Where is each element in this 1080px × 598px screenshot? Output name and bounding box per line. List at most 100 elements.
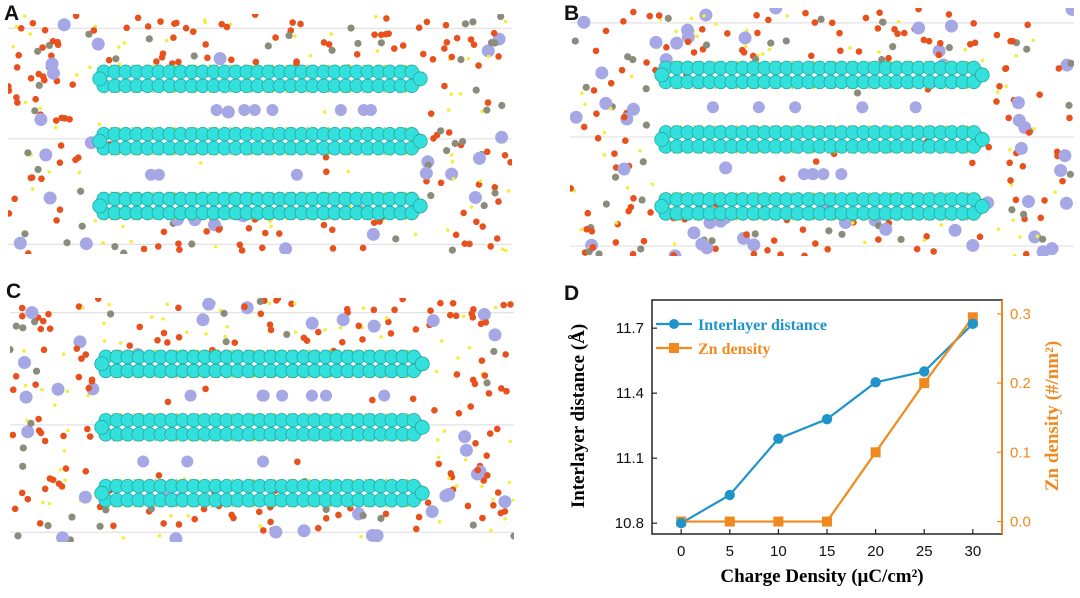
hydrogen-atom [361,306,366,310]
intercalated-zinc-ion [378,389,391,402]
oxygen-atom [38,175,45,183]
oxygen-atom [765,16,772,24]
oxygen-atom [647,209,654,216]
oxygen-atom [155,472,163,479]
hydrogen-atom [702,14,706,18]
oxygen-atom [461,240,469,247]
sulfur-atom [31,107,39,115]
intercalated-zinc-ion [256,455,269,468]
x-tick-label: 5 [726,543,734,560]
zinc-ion [79,237,93,251]
hydrogen-atom [81,306,85,310]
oxygen-atom [160,329,168,337]
panel-a-simulation [8,14,512,254]
oxygen-atom [1012,196,1020,204]
sulfur-atom [451,139,459,148]
oxygen-atom [343,305,351,313]
zinc-ion [17,355,31,369]
oxygen-atom [175,521,183,528]
oxygen-atom [495,198,502,205]
y2-axis-label: Zn density (#/nm²) [1042,341,1063,491]
intercalated-zinc-ion [305,389,318,402]
oxygen-atom [1007,177,1014,184]
hydrogen-atom [118,341,123,345]
hydrogen-atom [225,324,229,329]
layer-atom [92,198,108,214]
hydrogen-atom [500,247,505,252]
oxygen-atom [28,174,36,181]
sulfur-atom [825,227,833,235]
oxygen-atom [630,194,637,202]
hydrogen-atom [1014,53,1019,58]
sulfur-atom [838,230,846,238]
oxygen-atom [441,45,448,52]
layer-atom [94,485,110,501]
oxygen-atom [493,235,501,242]
oxygen-atom [94,298,102,302]
intercalated-zinc-ion [137,455,150,468]
oxygen-atom [923,233,930,240]
oxygen-atom [338,338,346,346]
zinc-ion [477,308,491,322]
oxygen-atom [618,66,626,74]
oxygen-atom [453,34,461,42]
hydrogen-atom [122,41,127,45]
legend-label-interlayer: Interlayer distance [698,317,827,334]
hydrogen-atom [53,125,58,130]
zinc-ion [649,35,663,49]
zinc-ion [617,162,631,176]
zinc-ion [13,236,27,250]
data-point-zn [919,378,930,389]
md-snapshot-a [8,14,512,254]
hydrogen-atom [198,161,203,165]
oxygen-atom [495,53,502,60]
oxygen-atom [140,245,148,253]
hydrogen-atom [25,418,29,423]
oxygen-atom [69,81,77,88]
oxygen-atom [802,9,809,17]
sulfur-atom [443,147,451,155]
hydrogen-atom [53,403,57,407]
zinc-ion [1059,196,1073,210]
hydrogen-atom [161,317,165,321]
oxygen-atom [60,432,67,440]
oxygen-atom [382,510,390,518]
panel-label-c: C [6,280,22,303]
sulfur-atom [664,14,672,22]
oxygen-atom [470,41,478,48]
data-point-interlayer [919,366,930,377]
zinc-ion [21,425,35,439]
zinc-ion [626,102,640,116]
sulfur-atom [490,347,498,356]
oxygen-atom [487,243,494,250]
layer-atom [974,132,990,147]
oxygen-atom [493,425,501,433]
oxygen-atom [423,18,431,26]
oxygen-atom [475,62,482,69]
hydrogen-atom [451,176,456,181]
oxygen-atom [73,345,81,353]
oxygen-atom [593,110,600,117]
hydrogen-atom [503,19,508,24]
sulfur-atom [24,149,32,157]
oxygen-atom [391,45,398,52]
oxygen-atom [200,505,208,513]
sulfur-atom [102,506,110,514]
zinc-ion [305,316,319,330]
oxygen-atom [753,11,760,19]
oxygen-atom [85,384,93,392]
zinc-ion [681,23,695,37]
intercalated-zinc-ion [184,389,197,402]
oxygen-atom [48,52,55,60]
sulfur-atom [1039,235,1047,243]
zinc-ion [39,148,53,162]
oxygen-atom [158,53,166,61]
oxygen-atom [620,17,627,25]
hydrogen-atom [609,106,613,111]
oxygen-atom [322,515,330,522]
oxygen-atom [8,210,13,217]
oxygen-atom [611,150,618,158]
hydrogen-atom [939,223,944,227]
oxygen-atom [176,246,183,253]
sulfur-atom [328,46,336,54]
